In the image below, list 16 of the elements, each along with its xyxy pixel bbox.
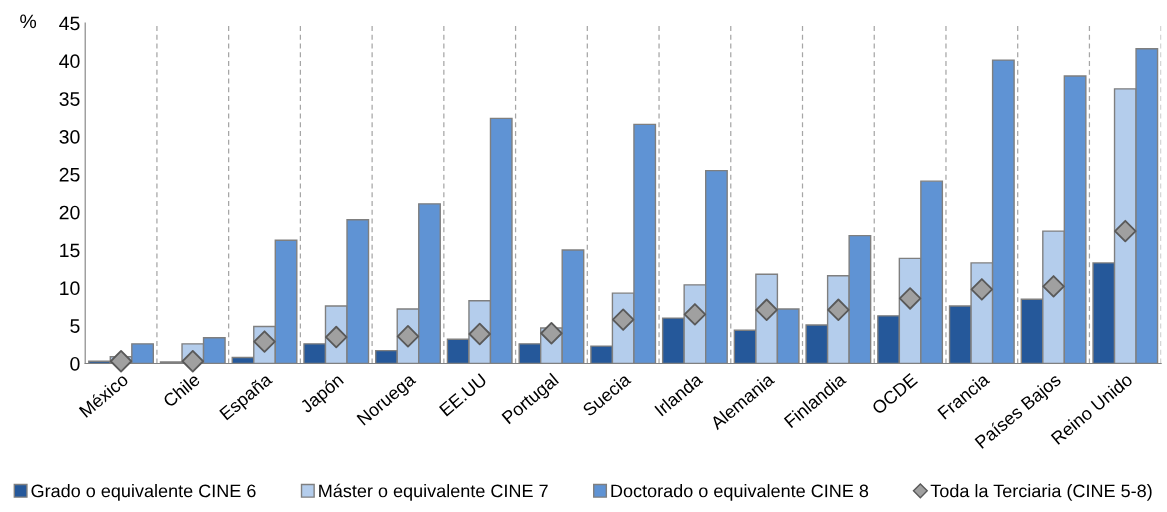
y-tick-label: 10: [60, 281, 80, 296]
y-tick-label: 45: [59, 16, 80, 31]
y-tick-label: 0: [70, 356, 80, 371]
legend-label: Toda la Terciaria (CINE 5-8): [930, 484, 1152, 501]
y-tick-label: 40: [59, 54, 80, 69]
x-tick-label: Chile: [161, 372, 201, 408]
y-tick-label: 25: [59, 167, 80, 182]
legend-label: Grado o equivalente CINE 6: [31, 484, 256, 501]
y-tick-label: 35: [59, 92, 80, 106]
legend-label: Doctorado o equivalente CINE 8: [611, 484, 869, 501]
y-tick-label: 15: [60, 243, 80, 258]
y-tick-label: 5: [70, 319, 80, 333]
y-tick-label: 30: [59, 130, 80, 144]
y-tick-label: 20: [59, 205, 80, 220]
legend-label: Máster o equivalente CINE 7: [319, 483, 548, 501]
y-axis-title: %: [20, 14, 37, 29]
